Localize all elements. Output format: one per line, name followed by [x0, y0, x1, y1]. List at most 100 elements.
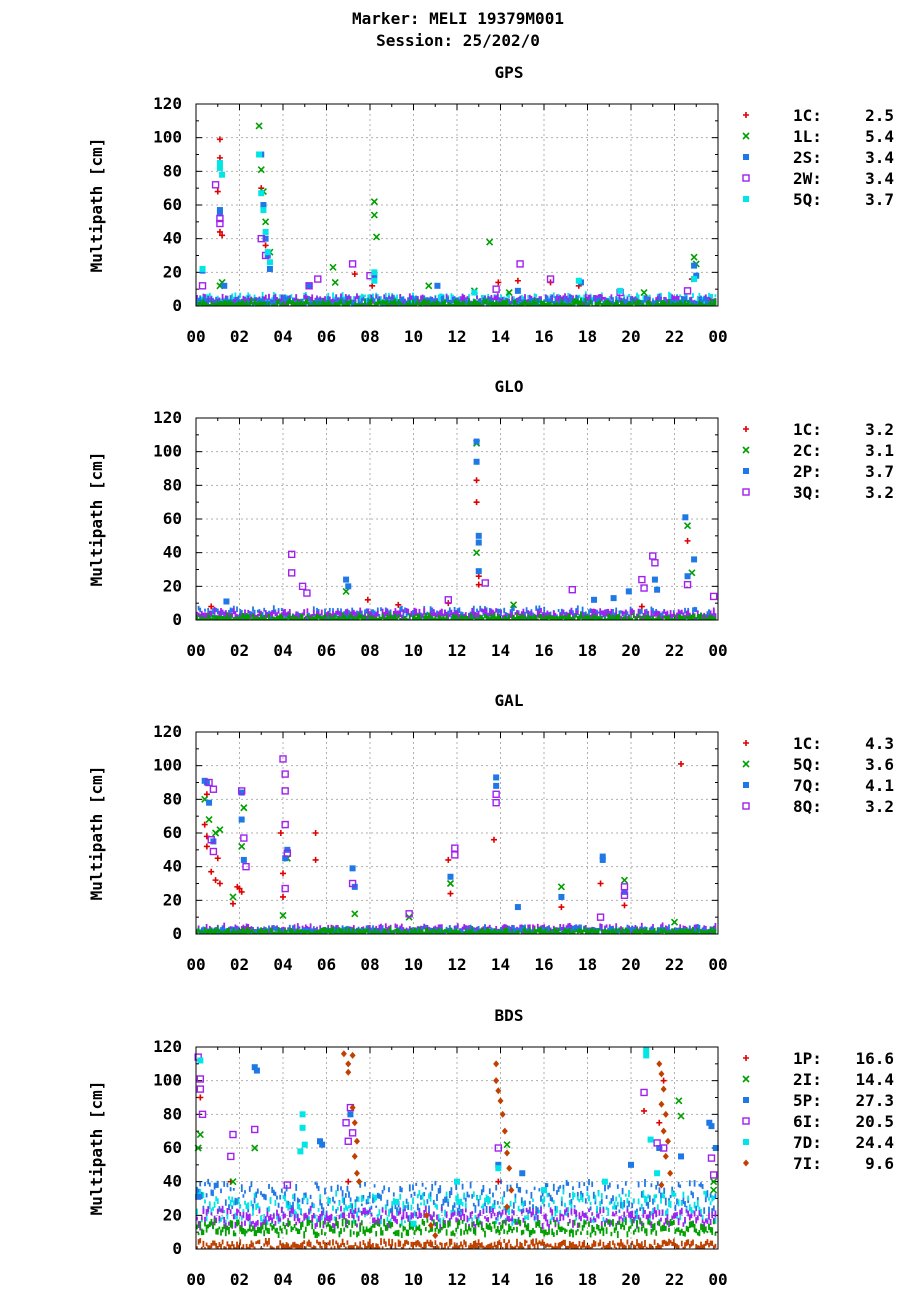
data-point — [314, 275, 322, 283]
data-point — [691, 556, 698, 563]
legend-label: 2S: — [793, 148, 822, 167]
data-point — [575, 277, 582, 284]
data-point — [473, 458, 480, 465]
data-point — [298, 582, 307, 591]
series-2p — [223, 438, 698, 605]
x-tick-label: 08 — [360, 955, 379, 974]
data-point — [348, 260, 357, 268]
data-point — [684, 573, 691, 580]
data-point — [260, 207, 267, 214]
x-tick-label: 14 — [491, 955, 510, 974]
data-point — [610, 595, 617, 602]
data-point — [514, 287, 521, 294]
y-tick-label: 20 — [163, 576, 182, 595]
x-tick-label: 20 — [621, 1270, 640, 1289]
data-point — [238, 888, 245, 895]
data-point — [447, 873, 454, 880]
series-1l — [216, 122, 700, 297]
x-tick-label: 00 — [186, 1270, 205, 1289]
data-point — [262, 218, 270, 226]
data-point — [683, 287, 692, 295]
y-axis-label: Multipath [cm] — [87, 138, 106, 273]
x-tick-label: 22 — [665, 641, 684, 660]
data-point — [331, 278, 339, 286]
data-point — [621, 902, 628, 909]
legend-label: 2P: — [793, 462, 822, 481]
x-tick-label: 20 — [621, 641, 640, 660]
legend-marker — [743, 154, 749, 160]
series-8q — [205, 755, 629, 921]
data-point — [216, 228, 223, 235]
x-tick-label: 08 — [360, 641, 379, 660]
data-point — [370, 198, 378, 206]
y-tick-label: 0 — [172, 296, 182, 315]
data-point — [640, 584, 648, 592]
data-point — [198, 282, 207, 290]
x-tick-label: 00 — [186, 641, 205, 660]
data-point — [348, 879, 357, 888]
data-point — [509, 601, 518, 609]
data-point — [568, 586, 576, 594]
series-5q — [201, 795, 679, 926]
y-tick-label: 80 — [163, 789, 182, 808]
legend: 1C: 3.2 2C: 3.1 2P: 3.7 3Q: 3.2 — [742, 420, 894, 502]
data-point — [279, 755, 287, 763]
data-point — [229, 893, 237, 901]
x-tick-label: 12 — [447, 327, 466, 346]
data-point — [205, 778, 213, 787]
x-tick-label: 00 — [186, 955, 205, 974]
legend-value: 4.3 — [865, 734, 894, 753]
legend-marker — [742, 802, 750, 810]
data-point — [266, 265, 273, 272]
legend-label: 1L: — [793, 127, 822, 146]
data-point — [405, 910, 413, 918]
legend-marker — [743, 196, 749, 202]
data-point — [238, 789, 245, 796]
legend: 1C: 4.3 5Q: 3.6 7Q: 4.1 8Q: 3.2 — [742, 734, 894, 816]
data-point — [451, 851, 459, 859]
data-point — [444, 596, 452, 604]
y-tick-label: 40 — [163, 543, 182, 562]
x-tick-label: 18 — [578, 641, 597, 660]
data-point — [199, 265, 206, 272]
data-point — [280, 893, 286, 900]
legend-marker — [742, 132, 750, 140]
data-point — [364, 596, 371, 603]
legend-label: 3Q: — [793, 483, 822, 502]
data-point — [492, 285, 500, 293]
y-tick-label: 20 — [163, 262, 182, 281]
data-point — [682, 514, 689, 521]
y-tick-label: 0 — [172, 924, 182, 943]
x-tick-label: 18 — [578, 327, 597, 346]
x-tick-label: 08 — [360, 1270, 379, 1289]
x-tick-label: 00 — [708, 641, 727, 660]
x-tick-label: 00 — [708, 955, 727, 974]
x-tick-label: 22 — [665, 955, 684, 974]
legend-label: 2C: — [793, 441, 822, 460]
x-tick-label: 02 — [230, 1270, 249, 1289]
data-point — [264, 252, 271, 259]
legend-label: 1C: — [793, 734, 822, 753]
data-point — [305, 282, 313, 290]
legend-marker — [743, 112, 749, 118]
data-point — [210, 838, 217, 845]
x-tick-label: 18 — [578, 1270, 597, 1289]
figure-title-marker: Marker: MELI 19379M001 — [352, 9, 564, 28]
x-tick-label: 16 — [534, 955, 553, 974]
y-tick-label: 80 — [163, 161, 182, 180]
data-point — [266, 259, 273, 266]
panel-title-glo: GLO — [495, 377, 524, 396]
data-point — [216, 880, 223, 887]
data-point — [281, 820, 289, 829]
data-point — [211, 181, 220, 189]
data-point — [223, 598, 230, 605]
data-point — [434, 282, 441, 289]
data-point — [371, 269, 378, 276]
x-tick-label: 16 — [534, 641, 553, 660]
figure-title-session: Session: 25/202/0 — [376, 31, 540, 50]
x-tick-label: 06 — [317, 1270, 336, 1289]
x-tick-label: 12 — [447, 641, 466, 660]
baseline-band — [196, 922, 717, 934]
y-tick-label: 20 — [163, 1205, 182, 1224]
